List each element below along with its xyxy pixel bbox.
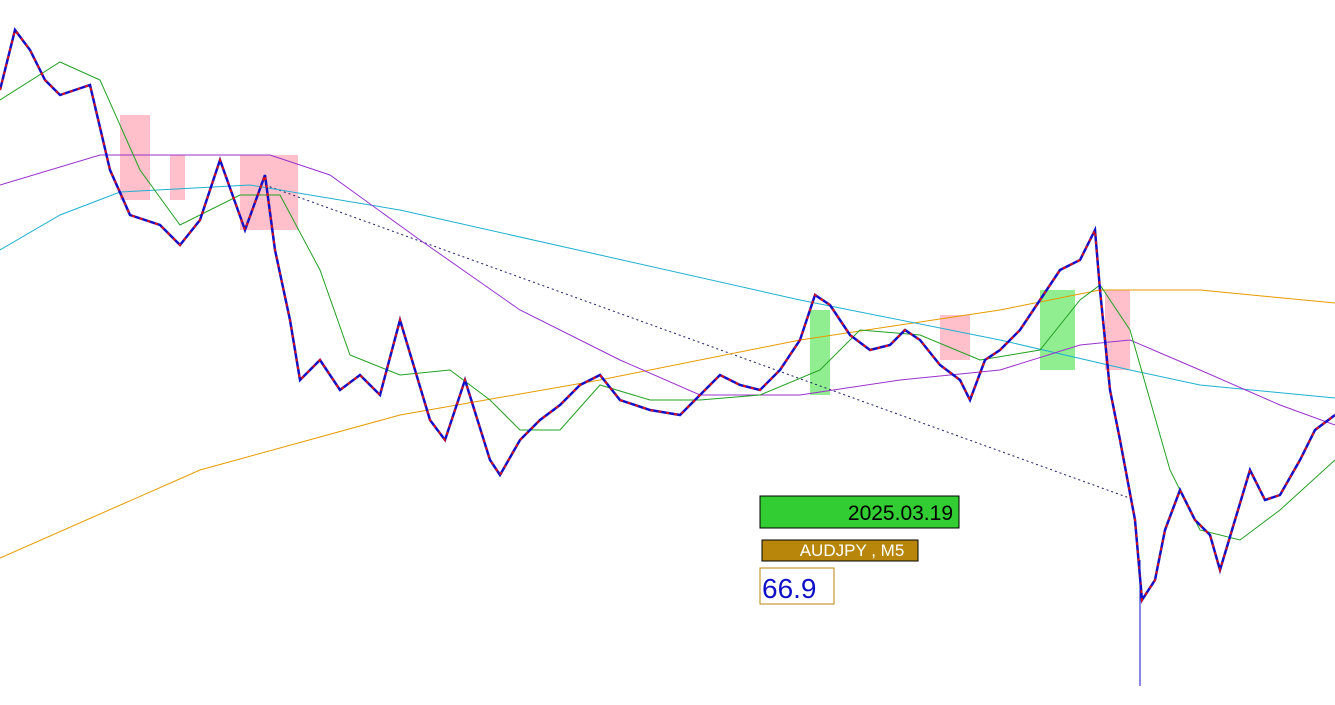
sell-zone	[120, 115, 150, 200]
buy-zone	[1040, 290, 1075, 370]
sell-zone	[940, 315, 970, 360]
ma-green	[0, 61, 1335, 541]
trend-line	[264, 184, 1136, 501]
price-up-candles	[0, 27, 1335, 603]
value-label: 66.9	[762, 573, 817, 604]
highlight-zones	[120, 115, 1130, 395]
symbol-box	[761, 539, 919, 562]
value-box	[759, 567, 835, 605]
symbol-label: AUDJPY , M5	[800, 541, 905, 560]
sell-zone	[170, 155, 185, 200]
price-path	[0, 27, 1335, 604]
sell-zone	[1105, 290, 1130, 370]
date-label: 2025.03.19	[848, 502, 953, 525]
date-box	[759, 495, 960, 529]
buy-zone	[810, 310, 830, 395]
ma-purple	[0, 154, 1335, 426]
ma-cyan	[0, 184, 1335, 399]
